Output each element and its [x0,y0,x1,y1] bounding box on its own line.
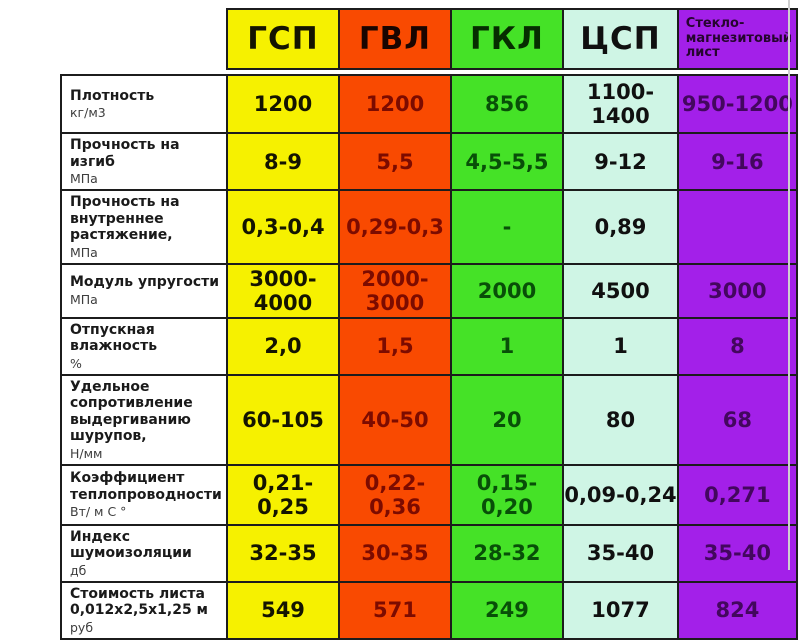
row-label: Стоимость листа 0,012х2,5х1,25 м руб [60,580,228,640]
cell-value: 68 [676,373,798,466]
cell-value: 2000 [449,262,565,319]
row-label: Модуль упругости МПа [60,262,228,319]
row-unit: дб [70,562,87,578]
cell-value: 3000 [676,262,798,319]
row-label: Прочность на изгиб МПа [60,131,228,192]
cell-value: 1 [449,316,565,376]
row-unit: Н/мм [70,445,103,461]
row-unit: МПа [70,171,98,187]
table-row-thermal-conductivity: Коэффициент теплопроводности Вт/ м С ° 0… [60,463,798,526]
row-name: Плотность [70,87,155,104]
cell-value: 0,89 [562,189,679,265]
cell-value: 0,3-0,4 [225,189,341,265]
row-label: Индекс шумоизоляции дб [60,523,228,583]
row-name: Модуль упругости [70,274,220,291]
row-name: Удельное сопротивление выдергиванию шуру… [70,378,193,445]
cell-value: - [449,189,565,265]
header-row: ГСП ГВЛ ГКЛ ЦСП Стекло-магнезитовый лист [61,8,798,70]
table-row-internal-tension-strength: Прочность на внутреннее растяжение, МПа … [60,189,798,265]
cell-value: 35-40 [562,523,679,583]
column-header-steklomagnezit: Стекло-магнезитовый лист [676,8,798,70]
cell-value: 40-50 [338,373,452,466]
cell-value: 1100-1400 [562,74,679,134]
table-row-sheet-cost: Стоимость листа 0,012х2,5х1,25 м руб 549… [60,580,798,640]
cell-value: 0,09-0,24 [562,463,679,526]
cell-value: 824 [676,580,798,640]
table-row-screw-pullout-resistance: Удельное сопротивление выдергиванию шуру… [60,373,798,466]
row-label: Прочность на внутреннее растяжение, МПа [60,189,228,265]
cell-value: 549 [225,580,341,640]
row-unit: Вт/ м С ° [70,504,127,520]
cell-value: 1077 [562,580,679,640]
row-name: Коэффициент теплопроводности [70,470,222,503]
column-header-gkl: ГКЛ [449,8,565,70]
cell-value: 856 [449,74,565,134]
cell-value: 28-32 [449,523,565,583]
header-body-gap [61,69,797,75]
material-comparison-page: ГСП ГВЛ ГКЛ ЦСП Стекло-магнезитовый лист… [60,0,798,640]
cell-value: 1200 [338,74,452,134]
corner-cell [61,9,227,69]
row-unit: % [70,355,82,371]
row-name: Прочность на внутреннее растяжение, [70,194,180,244]
cell-value: 0,15-0,20 [449,463,565,526]
cell-value: 35-40 [676,523,798,583]
cell-value: 0,271 [676,463,798,526]
row-label: Коэффициент теплопроводности Вт/ м С ° [60,463,228,526]
cell-value: 9-12 [562,131,679,192]
cell-value: 0,22-0,36 [338,463,452,526]
cell-value: 950-1200 [676,74,798,134]
cell-value: 1,5 [338,316,452,376]
cell-value: 32-35 [225,523,341,583]
cell-value: 2000-3000 [338,262,452,319]
column-header-gsp: ГСП [225,8,341,70]
row-unit: МПа [70,291,98,307]
table-row-release-humidity: Отпускная влажность % 2,0 1,5 1 1 8 [60,316,798,376]
cell-value-empty [676,189,798,265]
cell-value: 2,0 [225,316,341,376]
row-name: Стоимость листа [70,585,205,602]
column-header-csp: ЦСП [562,8,679,70]
cell-value: 571 [338,580,452,640]
table-row-density: Плотность кг/м3 1200 1200 856 1100-1400 … [60,74,798,134]
row-unit: кг/м3 [70,105,106,121]
row-name: Прочность на изгиб [70,137,180,170]
cell-value: 249 [449,580,565,640]
page-edge-line [788,0,790,570]
row-unit: МПа [70,244,98,260]
row-name: Отпускная влажность [70,321,158,355]
cell-value: 3000-4000 [225,262,341,319]
cell-value: 30-35 [338,523,452,583]
row-name: Индекс шумоизоляции [70,528,192,562]
table-row-sound-insulation-index: Индекс шумоизоляции дб 32-35 30-35 28-32… [60,523,798,583]
cell-value: 9-16 [676,131,798,192]
cell-value: 4,5-5,5 [449,131,565,192]
cell-value: 0,29-0,3 [338,189,452,265]
cell-value: 1200 [225,74,341,134]
cell-value: 80 [562,373,679,466]
row-label: Плотность кг/м3 [60,74,228,134]
cell-value: 8-9 [225,131,341,192]
cell-value: 20 [449,373,565,466]
cell-value: 0,21-0,25 [225,463,341,526]
cell-value: 1 [562,316,679,376]
material-comparison-table: ГСП ГВЛ ГКЛ ЦСП Стекло-магнезитовый лист… [60,8,798,640]
table-row-elastic-modulus: Модуль упругости МПа 3000-4000 2000-3000… [60,262,798,319]
table-row-bending-strength: Прочность на изгиб МПа 8-9 5,5 4,5-5,5 9… [60,131,798,192]
cell-value: 4500 [562,262,679,319]
row-unit: руб [70,619,94,635]
column-header-gvl: ГВЛ [338,8,452,70]
row-name-dimensions: 0,012х2,5х1,25 м [70,602,209,619]
cell-value: 60-105 [225,373,341,466]
row-label: Удельное сопротивление выдергиванию шуру… [60,373,228,466]
cell-value: 8 [676,316,798,376]
cell-value: 5,5 [338,131,452,192]
row-label: Отпускная влажность % [60,316,228,376]
